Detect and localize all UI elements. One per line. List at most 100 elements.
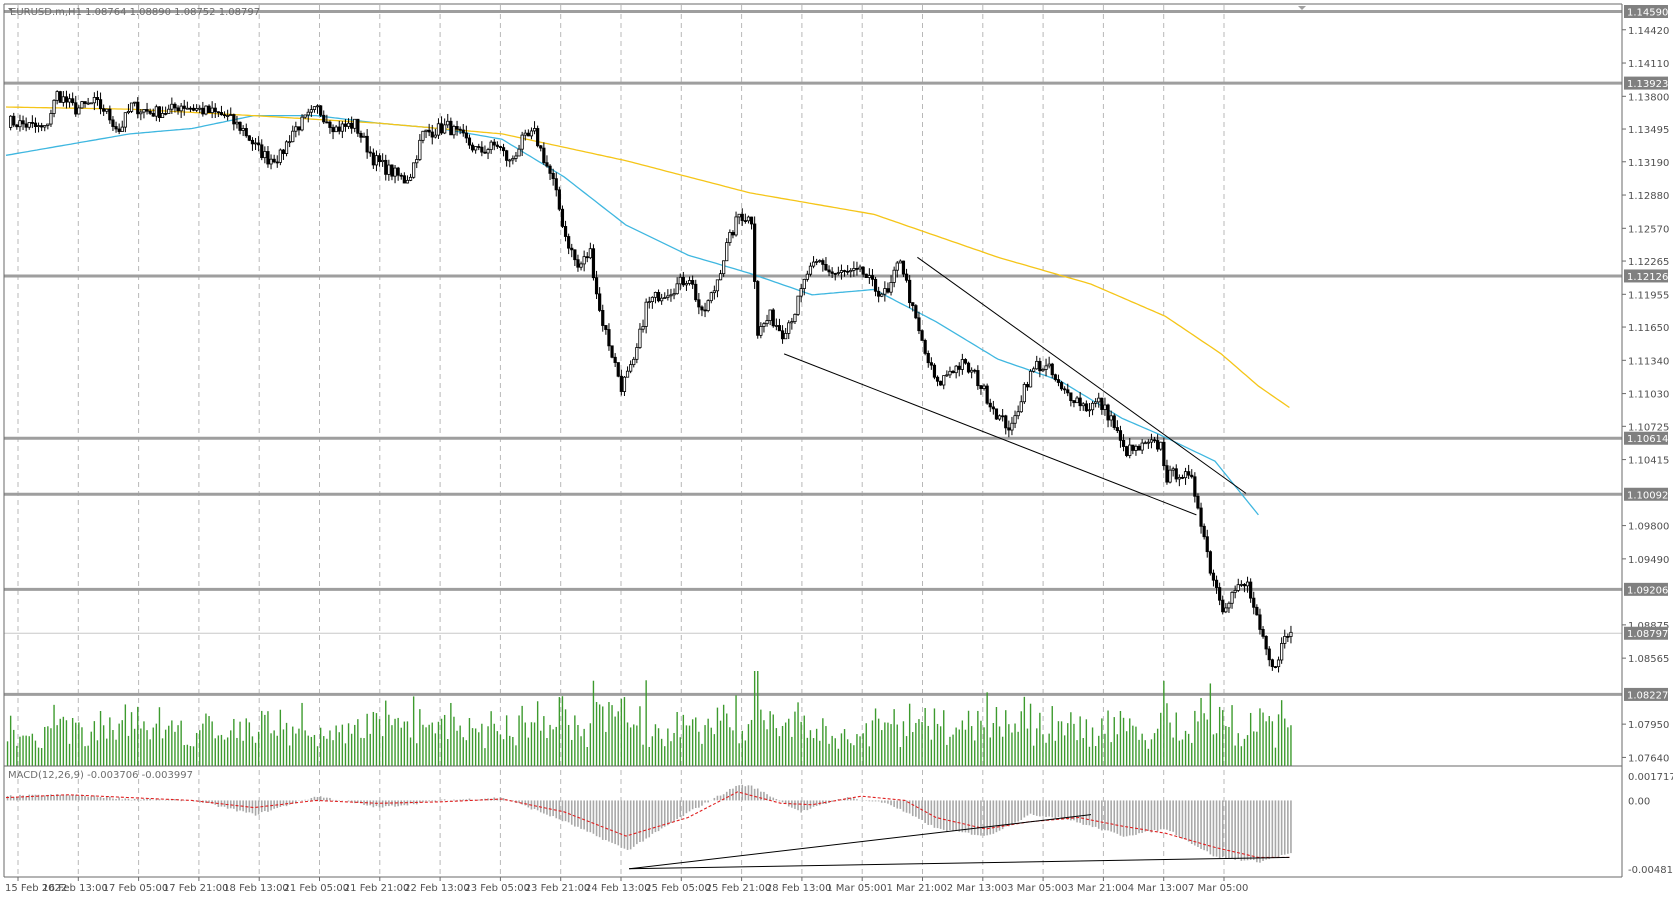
candle-body — [712, 290, 716, 294]
candle-body — [365, 135, 369, 153]
candle-body — [1115, 427, 1119, 432]
price-tick-label: 1.13495 — [1628, 125, 1669, 136]
candle-body — [1245, 581, 1250, 587]
candle-body — [1035, 360, 1039, 370]
candle-body — [877, 290, 881, 297]
candle-body — [269, 158, 273, 165]
candle-body — [1146, 441, 1150, 444]
candle-body — [1270, 659, 1274, 667]
candle-body — [740, 213, 744, 221]
candle-body — [362, 135, 366, 138]
candle-body — [1165, 465, 1169, 483]
candle-body — [384, 159, 388, 175]
candle-body — [160, 113, 165, 118]
candle-body — [371, 152, 375, 166]
candle-body — [616, 362, 620, 377]
candle-body — [430, 131, 434, 138]
price-tick-label: 1.11340 — [1628, 356, 1669, 367]
candle-body — [272, 158, 276, 163]
candle-body — [718, 273, 723, 281]
candle-body — [377, 155, 382, 163]
candle-body — [644, 301, 648, 327]
candle-body — [756, 281, 760, 336]
candle-body — [95, 97, 100, 101]
candle-body — [1168, 469, 1172, 483]
candle-body — [514, 155, 518, 159]
candle-body — [898, 260, 902, 264]
trend-line[interactable] — [917, 256, 1247, 494]
candle-body — [939, 380, 943, 386]
candle-body — [1106, 404, 1110, 421]
candle-body — [1224, 607, 1228, 613]
candle-body — [1252, 597, 1256, 608]
candle-body — [821, 260, 825, 265]
candle-body — [157, 106, 162, 118]
candle-body — [1090, 402, 1095, 411]
candle-body — [886, 288, 890, 293]
candle-body — [632, 358, 636, 366]
candle-body — [777, 325, 782, 332]
candle-body — [123, 112, 127, 128]
candle-body — [768, 309, 772, 321]
candle-body — [511, 158, 515, 161]
candle-body — [672, 293, 676, 296]
candle-body — [542, 147, 546, 164]
candle-body — [260, 144, 264, 159]
candle-body — [991, 406, 995, 410]
candle-body — [1214, 579, 1219, 588]
time-tick-label: 23 Feb 05:00 — [464, 883, 530, 894]
candle-body — [340, 123, 344, 132]
candle-body — [523, 132, 527, 136]
candle-body — [880, 293, 884, 297]
candle-body — [315, 105, 320, 108]
candle-body — [582, 256, 586, 265]
time-tick-label: 1 Mar 05:00 — [826, 883, 886, 894]
candle-body — [291, 130, 295, 143]
candle-body — [594, 277, 599, 295]
price-level-badge — [1624, 431, 1668, 445]
candle-body — [455, 126, 459, 130]
candle-body — [486, 149, 490, 154]
candle-body — [808, 265, 813, 275]
candle-body — [774, 325, 778, 327]
candle-body — [374, 155, 379, 166]
candle-body — [917, 317, 921, 332]
trend-line[interactable] — [783, 353, 1197, 516]
candle-body — [402, 175, 406, 184]
candle-body — [883, 288, 887, 295]
candle-body — [1208, 551, 1212, 574]
candle-body — [588, 248, 592, 259]
candle-body — [1187, 471, 1191, 476]
candle-body — [787, 322, 791, 334]
candle-body — [976, 370, 980, 387]
shift-marker-icon[interactable] — [1298, 6, 1306, 10]
candle-body — [412, 162, 416, 178]
collapse-triangle-icon[interactable] — [8, 8, 13, 11]
candle-body — [1183, 471, 1188, 479]
candle-body — [557, 189, 561, 210]
time-tick-label: 3 Mar 21:00 — [1067, 883, 1127, 894]
candle-body — [560, 208, 565, 227]
candle-body — [467, 137, 472, 146]
candle-body — [1233, 590, 1237, 593]
candle-body — [635, 347, 639, 360]
candle-body — [625, 370, 630, 378]
candle-body — [1022, 384, 1026, 403]
candle-body — [945, 374, 949, 377]
macd-trend-line[interactable] — [629, 814, 1092, 870]
time-tick-label: 23 Feb 21:00 — [525, 883, 591, 894]
candle-body — [904, 273, 909, 281]
macd-trend-line[interactable] — [629, 856, 1290, 870]
candle-body — [1118, 430, 1123, 441]
candle-body — [855, 268, 859, 270]
candle-body — [12, 115, 16, 126]
candle-body — [1128, 444, 1132, 456]
candle-body — [393, 167, 397, 177]
candle-body — [67, 98, 72, 103]
candle-body — [247, 135, 251, 141]
candle-body — [415, 159, 419, 164]
candle-body — [1028, 370, 1033, 388]
candle-body — [489, 141, 493, 150]
candle-body — [346, 122, 351, 127]
